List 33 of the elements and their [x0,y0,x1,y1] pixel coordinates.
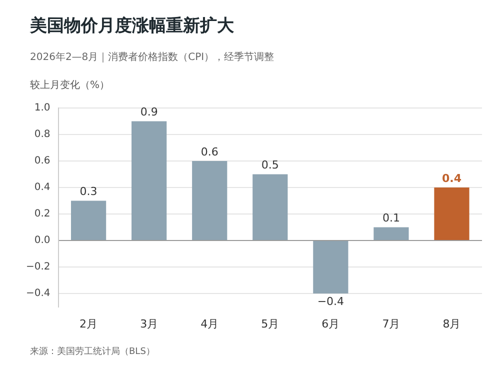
x-tick-label: 3月 [140,317,158,330]
bar [434,188,470,240]
x-tick-label: 6月 [322,317,340,330]
y-tick-label: 0.6 [34,156,50,167]
data-label: 0.5 [261,158,279,172]
bar [132,121,167,240]
chart-subtitle: 2026年2—8月｜消费者价格指数（CPI），经季节调整 [30,50,274,64]
data-label: 0.1 [382,212,400,225]
y-axis-title: 较上月变化（%） [30,78,110,92]
y-tick-label: 0.8 [34,129,50,140]
bar [374,227,409,240]
bar [70,200,106,240]
x-tick-label: 2月 [80,317,98,330]
x-tick-label: 5月 [261,317,280,330]
x-tick-label: 8月 [442,317,461,330]
y-tick-label: 0.2 [34,208,50,220]
y-tick-label: 0.0 [34,235,50,246]
bar [252,174,288,240]
data-label: 0.6 [200,145,218,158]
bar [192,161,228,240]
x-tick-label: 4月 [200,317,219,330]
y-tick-label: −0.2 [26,262,50,273]
y-tick-label: −0.4 [26,288,50,300]
bar [313,241,348,294]
y-tick-label: 0.4 [34,182,50,194]
data-label: −0.4 [317,294,344,308]
chart-title: 美国物价月度涨幅重新扩大 [30,15,234,37]
source-note: 来源：美国劳工统计局（BLS） [30,346,155,358]
data-label: 0.4 [442,172,462,185]
data-label: 0.3 [80,185,98,198]
data-label: 0.9 [140,106,158,119]
x-tick-label: 7月 [382,317,400,330]
y-tick-label: 1.0 [34,102,50,114]
